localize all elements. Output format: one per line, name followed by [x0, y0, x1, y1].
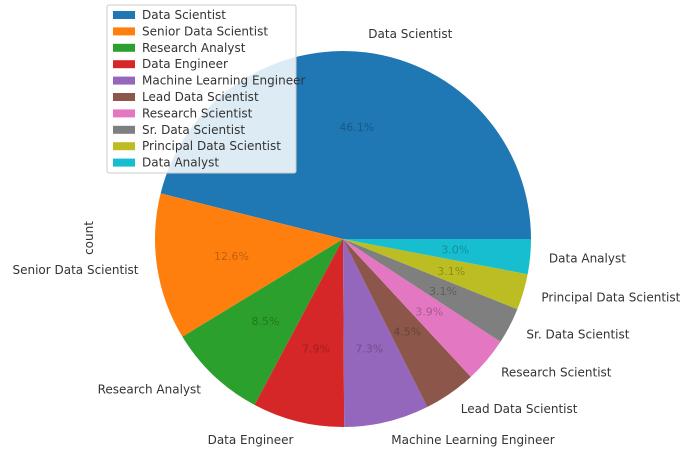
legend-label: Research Scientist [142, 106, 253, 120]
legend-item-senior-data-scientist: Senior Data Scientist [113, 24, 268, 38]
legend-swatch [113, 27, 135, 36]
legend-swatch [113, 93, 135, 101]
legend-swatch [113, 109, 135, 118]
pie-slice-research-scientist [343, 239, 501, 377]
percent-label-research-scientist: 3.9% [415, 306, 443, 319]
legend-label: Lead Data Scientist [142, 90, 259, 104]
legend-label: Machine Learning Engineer [142, 74, 305, 88]
legend-label: Data Engineer [142, 57, 228, 71]
legend-item-data-analyst: Data Analyst [113, 156, 219, 170]
legend-item-research-scientist: Research Scientist [113, 106, 253, 120]
category-label-data-analyst: Data Analyst [549, 252, 626, 266]
legend-label: Research Analyst [142, 41, 246, 55]
legend: Data Scientist Senior Data Scientist Resea… [106, 4, 305, 174]
percent-label-principal-data-scientist: 3.1% [437, 265, 465, 278]
percent-label-lead-data-scientist: 4.5% [393, 326, 421, 339]
legend-item-data-engineer: Data Engineer [113, 57, 228, 71]
legend-frame [106, 4, 297, 174]
percent-labels: 46.1% 12.6% 8.5% 7.9% 7.3% 4.5% 3.9% 3.1% 3.1% 3.… [214, 121, 469, 356]
legend-label: Data Scientist [142, 8, 226, 22]
legend-label: Senior Data Scientist [142, 24, 268, 38]
category-label-data-engineer: Data Engineer [208, 433, 294, 447]
percent-label-senior-data-scientist: 12.6% [214, 250, 249, 263]
legend-item-data-scientist: Data Scientist [113, 8, 226, 22]
category-label-data-scientist: Data Scientist [368, 27, 452, 41]
pie-slice-research-analyst [182, 239, 343, 405]
legend-items: Data Scientist Senior Data Scientist Resea… [113, 8, 305, 170]
legend-swatch [113, 158, 135, 167]
legend-label: Data Analyst [142, 156, 219, 170]
legend-swatch [113, 60, 135, 69]
percent-label-data-analyst: 3.0% [441, 244, 469, 257]
pie-slice-principal-data-scientist [343, 239, 528, 310]
legend-item-sr-data-scientist: Sr. Data Scientist [113, 123, 245, 137]
legend-swatch [113, 142, 135, 151]
legend-item-lead-data-scientist: Lead Data Scientist [113, 90, 259, 104]
percent-label-sr-data-scientist: 3.1% [429, 285, 457, 298]
category-label-lead-data-scientist: Lead Data Scientist [461, 402, 578, 416]
pie-slice-data-analyst [343, 239, 531, 275]
legend-item-research-analyst: Research Analyst [113, 41, 246, 55]
legend-swatch [113, 76, 135, 85]
category-label-research-scientist: Research Scientist [501, 365, 612, 379]
category-label-principal-data-scientist: Principal Data Scientist [541, 290, 680, 304]
pie-slice-senior-data-scientist [155, 193, 343, 337]
pie-slice-sr-data-scientist [343, 239, 518, 342]
legend-item-machine-learning-engineer: Machine Learning Engineer [113, 74, 305, 88]
percent-label-data-engineer: 7.9% [302, 343, 330, 356]
legend-label: Principal Data Scientist [142, 139, 281, 153]
legend-item-principal-data-scientist: Principal Data Scientist [113, 139, 281, 153]
category-label-research-analyst: Research Analyst [98, 382, 202, 396]
legend-swatch [113, 43, 135, 52]
pie-slice-data-engineer [254, 239, 345, 428]
category-labels: Data Scientist Senior Data Scientist Resea… [12, 27, 680, 447]
category-label-senior-data-scientist: Senior Data Scientist [12, 263, 138, 277]
legend-label: Sr. Data Scientist [142, 123, 245, 137]
pie-slice-machine-learning-engineer [343, 239, 428, 427]
percent-label-machine-learning-engineer: 7.3% [355, 343, 383, 356]
y-axis-label: count [82, 221, 96, 255]
category-label-sr-data-scientist: Sr. Data Scientist [526, 328, 629, 342]
category-label-machine-learning-engineer: Machine Learning Engineer [391, 433, 554, 447]
pie-slice-lead-data-scientist [343, 239, 471, 408]
legend-swatch [113, 125, 135, 134]
percent-label-research-analyst: 8.5% [252, 315, 280, 328]
percent-label-data-scientist: 46.1% [339, 121, 374, 134]
legend-swatch [113, 11, 135, 19]
